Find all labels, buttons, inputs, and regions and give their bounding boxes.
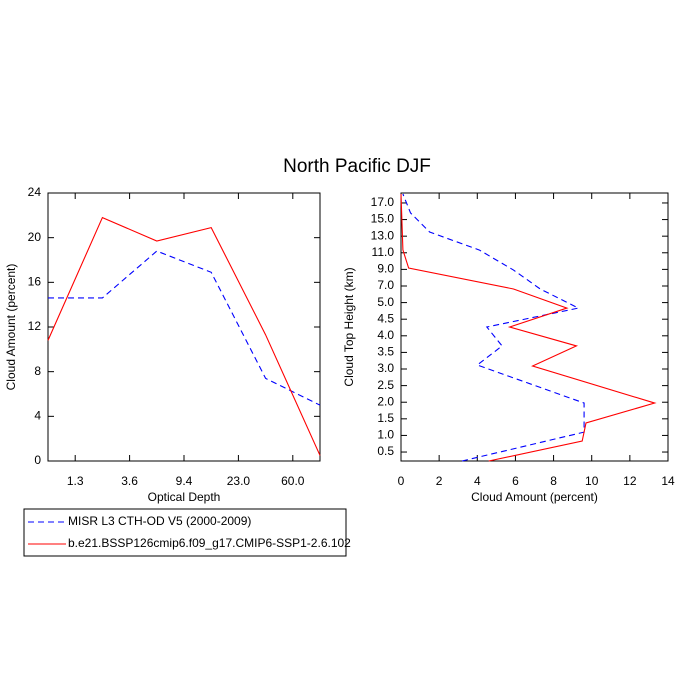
x-tick-label: 14 [661,474,675,488]
x-tick-label: 23.0 [227,474,251,488]
series-line [402,193,585,462]
y-tick-label: 3.5 [377,345,394,359]
y-axis-label: Cloud Top Height (km) [342,267,356,386]
series-line [400,193,657,462]
y-tick-label: 16 [28,275,42,289]
series-line [48,250,321,406]
y-tick-label: 1.5 [377,411,394,425]
x-tick-label: 60.0 [281,474,305,488]
y-tick-label: 17.0 [371,195,395,209]
y-tick-label: 8 [34,364,41,378]
x-axis-label: Optical Depth [148,490,221,504]
y-tick-label: 12 [28,319,42,333]
y-tick-label: 11.0 [372,245,395,259]
x-tick-label: 3.6 [121,474,138,488]
y-axis-label: Cloud Amount (percent) [4,264,18,391]
y-tick-label: 4.5 [377,311,394,325]
x-tick-label: 2 [436,474,443,488]
y-tick-label: 2.0 [377,394,394,408]
x-tick-label: 4 [474,474,481,488]
chart-title: North Pacific DJF [283,156,431,177]
legend-label: b.e21.BSSP126cmip6.f09_g17.CMIP6-SSP1-2.… [68,536,351,550]
y-tick-label: 4 [34,409,41,423]
y-tick-label: 9.0 [377,262,394,276]
y-tick-label: 3.0 [377,361,394,375]
y-tick-label: 1.0 [377,428,394,442]
x-tick-label: 9.4 [176,474,193,488]
plot-frame [400,192,669,462]
x-tick-label: 10 [585,474,599,488]
legend-label: MISR L3 CTH-OD V5 (2000-2009) [68,514,251,528]
y-tick-label: 4.0 [377,328,394,342]
x-tick-label: 8 [550,474,557,488]
x-tick-label: 1.3 [67,474,84,488]
x-tick-label: 12 [623,474,637,488]
series-line [47,216,321,456]
x-tick-label: 6 [512,474,519,488]
x-axis-label: Cloud Amount (percent) [471,490,598,504]
y-tick-label: 13.0 [371,228,395,242]
y-tick-label: 0 [34,453,41,467]
y-tick-label: 24 [28,185,42,199]
y-tick-label: 0.5 [377,444,394,458]
y-tick-label: 5.0 [377,295,394,309]
y-tick-label: 2.5 [377,378,394,392]
x-tick-label: 0 [398,474,405,488]
y-tick-label: 15.0 [371,212,395,226]
legend-box [23,508,347,557]
y-tick-label: 20 [28,230,42,244]
y-tick-label: 7.0 [377,278,394,292]
